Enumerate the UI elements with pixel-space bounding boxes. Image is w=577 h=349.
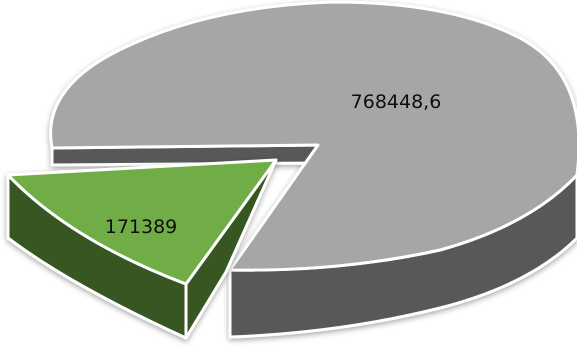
- data-label-0: 768448,6: [351, 91, 442, 113]
- pie-slice-1-top: [6, 158, 278, 286]
- pie-slice-0: 768448,6: [49, 0, 577, 339]
- data-label-1: 171389: [105, 216, 178, 238]
- pie-slice-1: 171389: [6, 158, 278, 340]
- pie-slice-0-top: [49, 0, 577, 272]
